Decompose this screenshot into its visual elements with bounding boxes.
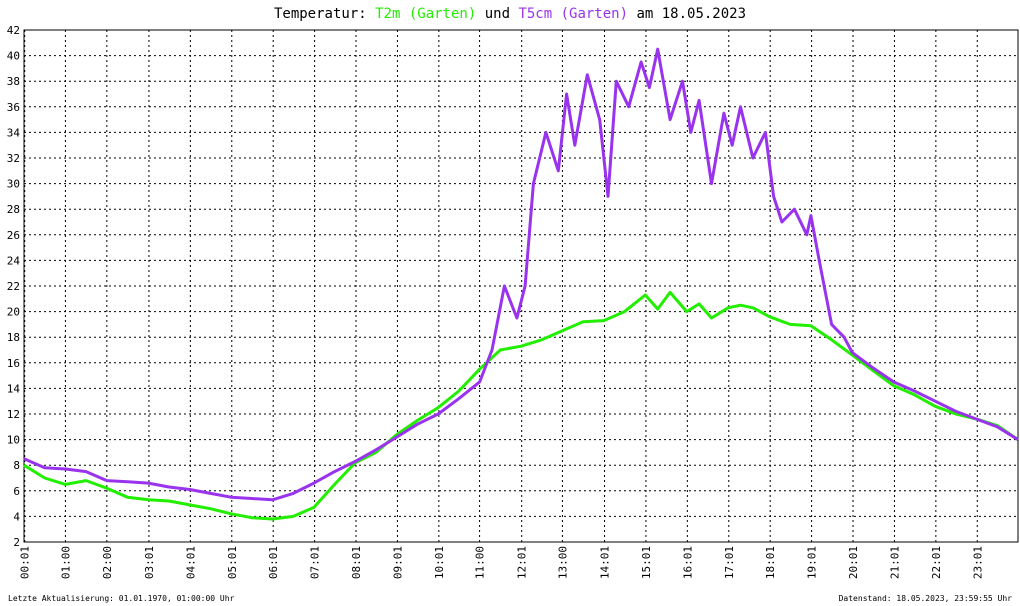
x-tick-label: 02:00 (101, 546, 114, 579)
series-line-t2m (23, 290, 1019, 521)
x-tick-label: 17:01 (723, 546, 736, 579)
y-tick-label: 4 (13, 510, 20, 523)
x-tick-label: 00:01 (19, 546, 32, 579)
title-prefix: Temperatur: (274, 6, 375, 22)
title-series-t5cm: T5cm (Garten) (518, 6, 628, 22)
x-tick-label: 08:01 (350, 546, 363, 579)
y-tick-label: 42 (7, 24, 20, 37)
footer-data-status: Datenstand: 18.05.2023, 23:59:55 Uhr (839, 594, 1013, 603)
x-tick-label: 06:01 (267, 546, 280, 579)
y-tick-label: 32 (7, 152, 20, 165)
x-tick-label: 22:01 (930, 546, 943, 579)
y-tick-label: 2 (13, 536, 20, 549)
y-tick-label: 20 (7, 306, 20, 319)
x-tick-label: 16:01 (681, 546, 694, 579)
y-tick-label: 28 (7, 203, 20, 216)
y-tick-label: 22 (7, 280, 20, 293)
chart-title: Temperatur: T2m (Garten) und T5cm (Garte… (274, 6, 746, 22)
series-lines (23, 47, 1019, 521)
x-tick-label: 14:01 (599, 546, 612, 579)
x-tick-label: 09:01 (391, 546, 404, 579)
footer-last-update: Letzte Aktualisierung: 01.01.1970, 01:00… (8, 594, 235, 603)
x-tick-label: 05:01 (226, 546, 239, 579)
x-tick-label: 18:01 (764, 546, 777, 579)
x-tick-label: 04:01 (184, 546, 197, 579)
grid (24, 30, 1018, 542)
y-tick-label: 36 (7, 101, 20, 114)
y-tick-label: 16 (7, 357, 20, 370)
x-axis-ticks: 00:01 01:00 02:00 03:01 04:01 05:01 06:01 07:01… (19, 546, 985, 579)
y-tick-label: 14 (7, 382, 21, 395)
x-tick-label: 11:00 (474, 546, 487, 579)
y-tick-label: 6 (13, 485, 20, 498)
x-tick-label: 23:01 (971, 546, 984, 579)
y-tick-label: 8 (13, 459, 20, 472)
y-tick-label: 18 (7, 331, 20, 344)
x-tick-label: 15:01 (640, 546, 653, 579)
y-tick-label: 12 (7, 408, 20, 421)
y-tick-label: 26 (7, 229, 20, 242)
y-tick-label: 10 (7, 434, 20, 447)
x-tick-label: 21:01 (888, 546, 901, 579)
series-line-t5cm (23, 47, 1019, 502)
title-suffix: am 18.05.2023 (628, 6, 746, 22)
x-tick-label: 07:01 (309, 546, 322, 579)
y-tick-label: 38 (7, 75, 20, 88)
x-tick-label: 19:01 (806, 546, 819, 579)
y-tick-label: 30 (7, 178, 20, 191)
y-tick-label: 34 (7, 126, 21, 139)
x-tick-label: 03:01 (143, 546, 156, 579)
x-tick-label: 10:01 (433, 546, 446, 579)
y-tick-label: 24 (7, 254, 21, 267)
y-tick-label: 40 (7, 50, 20, 63)
title-middle: und (476, 6, 518, 22)
x-tick-label: 20:01 (847, 546, 860, 579)
x-tick-label: 13:00 (556, 546, 569, 579)
x-tick-label: 01:00 (59, 546, 72, 579)
title-series-t2m: T2m (Garten) (375, 6, 476, 22)
x-tick-label: 12:01 (516, 546, 529, 579)
